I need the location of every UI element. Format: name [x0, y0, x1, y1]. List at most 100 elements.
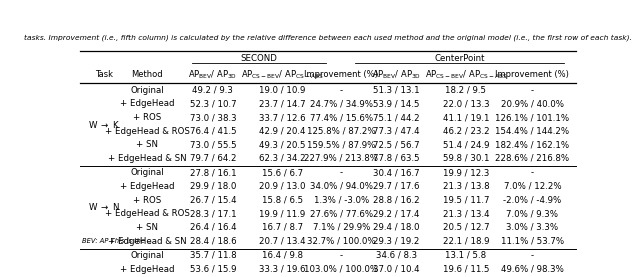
Text: 75.1 / 44.2: 75.1 / 44.2	[373, 113, 420, 122]
Text: 3.0% / 3.3%: 3.0% / 3.3%	[506, 223, 559, 232]
Text: 72.5 / 56.7: 72.5 / 56.7	[373, 140, 420, 149]
Text: 42.9 / 20.4: 42.9 / 20.4	[259, 127, 306, 136]
Text: W $\rightarrow$ N: W $\rightarrow$ N	[88, 201, 120, 212]
Text: 49.6% / 98.3%: 49.6% / 98.3%	[501, 265, 564, 274]
Text: 59.8 / 30.1: 59.8 / 30.1	[443, 154, 489, 163]
Text: 18.2 / 9.5: 18.2 / 9.5	[445, 86, 486, 95]
Text: CenterPoint: CenterPoint	[434, 54, 484, 63]
Text: AP$_\mathregular{CS-BEV}$/ AP$_\mathregular{CS-ABS}$: AP$_\mathregular{CS-BEV}$/ AP$_\mathregu…	[241, 68, 324, 81]
Text: Method: Method	[131, 70, 163, 79]
Text: -: -	[340, 251, 343, 260]
Text: + EdgeHead & SN: + EdgeHead & SN	[108, 154, 186, 163]
Text: 52.3 / 10.7: 52.3 / 10.7	[189, 99, 236, 108]
Text: 154.4% / 144.2%: 154.4% / 144.2%	[495, 127, 570, 136]
Text: 20.9 / 13.0: 20.9 / 13.0	[259, 182, 306, 191]
Text: tasks. Improvement (i.e., fifth column) is calculated by the relative difference: tasks. Improvement (i.e., fifth column) …	[24, 34, 632, 41]
Text: Original: Original	[130, 86, 164, 95]
Text: 20.5 / 12.7: 20.5 / 12.7	[443, 223, 489, 232]
Text: 125.8% / 87.2%: 125.8% / 87.2%	[307, 127, 376, 136]
Text: 41.1 / 19.1: 41.1 / 19.1	[443, 113, 489, 122]
Text: + SN: + SN	[136, 140, 158, 149]
Text: 227.9% / 213.8%: 227.9% / 213.8%	[305, 154, 378, 163]
Text: 29.7 / 17.6: 29.7 / 17.6	[373, 182, 420, 191]
Text: 21.3 / 13.8: 21.3 / 13.8	[443, 182, 489, 191]
Text: -: -	[340, 168, 343, 177]
Text: 159.5% / 87.9%: 159.5% / 87.9%	[307, 140, 376, 149]
Text: 22.1 / 18.9: 22.1 / 18.9	[443, 237, 489, 246]
Text: 22.0 / 13.3: 22.0 / 13.3	[443, 99, 489, 108]
Text: 15.6 / 6.7: 15.6 / 6.7	[262, 168, 303, 177]
Text: 33.3 / 19.6: 33.3 / 19.6	[259, 265, 306, 274]
Text: SECOND: SECOND	[240, 54, 277, 63]
Text: -2.0% / -4.9%: -2.0% / -4.9%	[503, 196, 561, 205]
Text: 27.8 / 16.1: 27.8 / 16.1	[189, 168, 236, 177]
Text: 28.4 / 18.6: 28.4 / 18.6	[189, 237, 236, 246]
Text: 53.9 / 14.5: 53.9 / 14.5	[373, 99, 420, 108]
Text: 19.0 / 10.9: 19.0 / 10.9	[259, 86, 305, 95]
Text: 46.2 / 23.2: 46.2 / 23.2	[443, 127, 489, 136]
Text: 73.0 / 38.3: 73.0 / 38.3	[189, 113, 236, 122]
Text: + EdgeHead: + EdgeHead	[120, 182, 174, 191]
Text: 20.7 / 13.4: 20.7 / 13.4	[259, 237, 306, 246]
Text: 29.3 / 19.2: 29.3 / 19.2	[373, 237, 420, 246]
Text: 26.4 / 16.4: 26.4 / 16.4	[189, 223, 236, 232]
Text: AP$_\mathregular{BEV}$/ AP$_\mathregular{3D}$: AP$_\mathregular{BEV}$/ AP$_\mathregular…	[372, 68, 421, 81]
Text: 7.1% / 29.9%: 7.1% / 29.9%	[313, 223, 370, 232]
Text: 49.2 / 9.3: 49.2 / 9.3	[193, 86, 234, 95]
Text: 27.6% / 77.6%: 27.6% / 77.6%	[310, 209, 373, 218]
Text: 34.0% / 94.0%: 34.0% / 94.0%	[310, 182, 373, 191]
Text: 21.3 / 13.4: 21.3 / 13.4	[443, 209, 489, 218]
Text: 24.7% / 34.9%: 24.7% / 34.9%	[310, 99, 373, 108]
Text: 19.9 / 12.3: 19.9 / 12.3	[443, 168, 489, 177]
Text: 29.9 / 18.0: 29.9 / 18.0	[189, 182, 236, 191]
Text: 126.1% / 101.1%: 126.1% / 101.1%	[495, 113, 570, 122]
Text: 76.4 / 41.5: 76.4 / 41.5	[189, 127, 236, 136]
Text: 19.5 / 11.7: 19.5 / 11.7	[443, 196, 489, 205]
Text: 34.6 / 8.3: 34.6 / 8.3	[376, 251, 417, 260]
Text: 7.0% / 9.3%: 7.0% / 9.3%	[506, 209, 558, 218]
Text: + EdgeHead & ROS: + EdgeHead & ROS	[104, 127, 189, 136]
Text: -: -	[531, 168, 534, 177]
Text: 29.4 / 18.0: 29.4 / 18.0	[373, 223, 420, 232]
Text: 182.4% / 162.1%: 182.4% / 162.1%	[495, 140, 570, 149]
Text: + EdgeHead & ROS: + EdgeHead & ROS	[104, 209, 189, 218]
Text: 23.7 / 14.7: 23.7 / 14.7	[259, 99, 306, 108]
Text: Improvement (%): Improvement (%)	[495, 70, 570, 79]
Text: AP$_\mathregular{BEV}$/ AP$_\mathregular{3D}$: AP$_\mathregular{BEV}$/ AP$_\mathregular…	[189, 68, 237, 81]
Text: 26.7 / 15.4: 26.7 / 15.4	[189, 196, 236, 205]
Text: 7.0% / 12.2%: 7.0% / 12.2%	[504, 182, 561, 191]
Text: 15.8 / 6.5: 15.8 / 6.5	[262, 196, 303, 205]
Text: 33.7 / 12.6: 33.7 / 12.6	[259, 113, 306, 122]
Text: -: -	[531, 86, 534, 95]
Text: 35.7 / 11.8: 35.7 / 11.8	[189, 251, 236, 260]
Text: Original: Original	[130, 251, 164, 260]
Text: 29.2 / 17.4: 29.2 / 17.4	[373, 209, 420, 218]
Text: 19.6 / 11.5: 19.6 / 11.5	[443, 265, 489, 274]
Text: 77.8 / 63.5: 77.8 / 63.5	[373, 154, 420, 163]
Text: 16.7 / 8.7: 16.7 / 8.7	[262, 223, 303, 232]
Text: W $\rightarrow$ K: W $\rightarrow$ K	[88, 119, 120, 130]
Text: Improvement (%): Improvement (%)	[305, 70, 378, 79]
Text: 49.3 / 20.5: 49.3 / 20.5	[259, 140, 306, 149]
Text: 32.7% / 100.0%: 32.7% / 100.0%	[307, 237, 376, 246]
Text: 79.7 / 64.2: 79.7 / 64.2	[189, 154, 236, 163]
Text: 77.4% / 15.6%: 77.4% / 15.6%	[310, 113, 373, 122]
Text: + EdgeHead: + EdgeHead	[120, 99, 174, 108]
Text: 28.8 / 16.2: 28.8 / 16.2	[373, 196, 420, 205]
Text: 30.4 / 16.7: 30.4 / 16.7	[373, 168, 420, 177]
Text: 51.4 / 24.9: 51.4 / 24.9	[443, 140, 489, 149]
Text: 103.0% / 100.0%: 103.0% / 100.0%	[305, 265, 378, 274]
Text: 228.6% / 216.8%: 228.6% / 216.8%	[495, 154, 570, 163]
Text: 62.3 / 34.2: 62.3 / 34.2	[259, 154, 306, 163]
Text: -: -	[531, 251, 534, 260]
Text: AP$_\mathregular{CS-BEV}$/ AP$_\mathregular{CS-ABS}$: AP$_\mathregular{CS-BEV}$/ AP$_\mathregu…	[424, 68, 508, 81]
Text: -: -	[340, 86, 343, 95]
Text: 37.0 / 10.4: 37.0 / 10.4	[373, 265, 420, 274]
Text: 73.0 / 55.5: 73.0 / 55.5	[189, 140, 236, 149]
Text: 19.9 / 11.9: 19.9 / 11.9	[259, 209, 305, 218]
Text: 20.9% / 40.0%: 20.9% / 40.0%	[501, 99, 564, 108]
Text: BEV: AP This is the ...: BEV: AP This is the ...	[83, 238, 154, 244]
Text: 16.4 / 9.8: 16.4 / 9.8	[262, 251, 303, 260]
Text: + EdgeHead & SN: + EdgeHead & SN	[108, 237, 186, 246]
Text: 13.1 / 5.8: 13.1 / 5.8	[445, 251, 486, 260]
